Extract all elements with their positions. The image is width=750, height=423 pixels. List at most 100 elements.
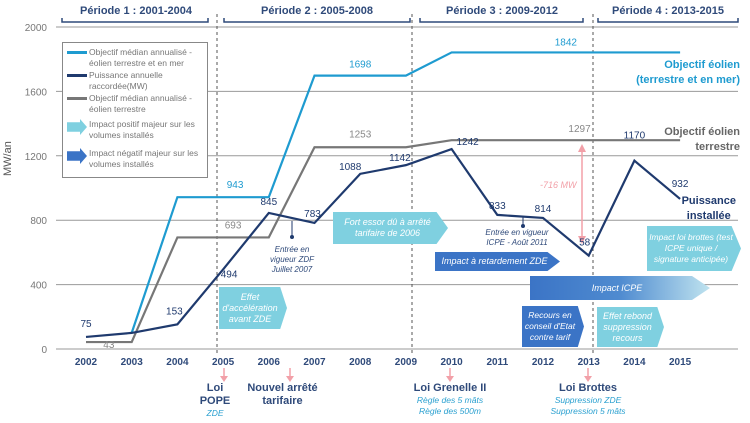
data-label: 1142 <box>389 153 411 164</box>
y-tick-label: 0 <box>41 345 47 356</box>
y-tick-label: 2000 <box>25 23 48 34</box>
legend-label: Puissance annuelle raccordée(MW) <box>89 70 163 91</box>
x-tick-label: 2013 <box>578 357 601 368</box>
end-label-line: installée <box>686 210 731 222</box>
callout-retardement: Impact à retardement ZDE <box>435 252 560 271</box>
event-arrowhead <box>286 376 294 382</box>
callout-rebond: Effet rebond suppression recours <box>597 307 664 347</box>
end-label-line: (terrestre et en mer) <box>636 74 740 86</box>
x-tick-label: 2004 <box>166 357 189 368</box>
event-loi-brottes: Loi Brottes Suppression ZDE Suppression 5 … <box>543 382 633 417</box>
note-dot <box>521 224 525 228</box>
event-title: Loi POPE <box>199 382 231 407</box>
data-label: 58 <box>579 238 591 249</box>
legend-label: Objectif médian annualisé - éolien terre… <box>89 47 193 68</box>
event-grenelle: Loi Grenelle II Règle des 5 mâts Règle des… <box>405 382 495 417</box>
period-1-label: Période 1 : 2001-2004 <box>80 5 192 17</box>
series-line <box>86 139 681 344</box>
legend-item-negative-impact: Impact négatif majeur sur les volumes in… <box>67 148 207 169</box>
data-label: 1088 <box>339 162 362 173</box>
data-label: 693 <box>225 220 242 231</box>
event-detail: Règle des 500m <box>419 406 481 416</box>
arrow-icon <box>67 148 87 164</box>
event-title: Nouvel arrêté tarifaire <box>247 382 318 407</box>
data-label: 783 <box>304 209 321 220</box>
data-label: 1297 <box>568 124 591 135</box>
period-bracket <box>419 18 584 23</box>
data-label: 75 <box>80 319 92 330</box>
data-label: 833 <box>489 201 506 212</box>
event-detail: ZDE <box>206 408 224 418</box>
data-label: 1242 <box>456 137 479 148</box>
end-label-line: terrestre <box>695 141 740 153</box>
legend-item-total-objective: Objectif médian annualisé - éolien terre… <box>67 47 207 68</box>
period-bracket <box>61 18 209 23</box>
end-label-installed: Puissance installée <box>682 194 736 224</box>
end-label-line: Objectif éolien <box>664 59 740 71</box>
end-label-line: Puissance <box>681 195 736 207</box>
period-bracket <box>223 18 411 23</box>
legend: Objectif médian annualisé - éolien terre… <box>62 42 208 178</box>
end-label-onshore-objective: Objectif éolien terrestre <box>664 125 740 155</box>
note-icpe: Entrée en vigueur ICPE - Août 2011 <box>485 228 549 247</box>
period-2-label: Période 2 : 2005-2008 <box>261 5 373 17</box>
data-label: 1253 <box>349 129 372 140</box>
x-tick-label: 2006 <box>258 357 281 368</box>
callout-essor: Fort essor dû à arrêté tarifaire de 2006 <box>333 212 448 244</box>
data-label: 43 <box>103 340 115 351</box>
event-arrowhead <box>584 376 592 382</box>
legend-label: Impact négatif majeur sur les volumes in… <box>89 148 199 169</box>
arrow-icon <box>67 119 87 135</box>
data-label: 814 <box>535 204 552 215</box>
period-bracket <box>597 18 739 23</box>
legend-swatch <box>67 97 87 100</box>
callout-icpe: Impact ICPE <box>530 276 710 300</box>
end-label-total-objective: Objectif éolien (terrestre et en mer) <box>636 58 740 88</box>
event-arrowhead <box>446 376 454 382</box>
callout-recours: Recours en conseil d'Etat contre tarif <box>522 306 584 347</box>
legend-label: Impact positif majeur sur les volumes in… <box>89 119 195 140</box>
data-label: 1842 <box>555 37 578 48</box>
data-label: 1170 <box>624 131 646 142</box>
y-axis-label: MW/an <box>2 141 14 176</box>
data-label: 494 <box>221 269 238 280</box>
x-tick-label: 2002 <box>75 357 98 368</box>
x-tick-label: 2005 <box>212 357 235 368</box>
x-tick-label: 2003 <box>121 357 144 368</box>
x-tick-label: 2015 <box>669 357 692 368</box>
y-tick-label: 1200 <box>25 152 48 163</box>
callout-brottes: Impact loi brottes (test ICPE unique / s… <box>647 226 741 271</box>
data-label: 1698 <box>349 60 372 71</box>
y-tick-label: 800 <box>30 216 47 227</box>
note-dot <box>290 235 294 239</box>
x-tick-label: 2011 <box>486 357 508 368</box>
event-detail: Suppression ZDE <box>554 395 622 405</box>
legend-item-onshore-objective: Objectif médian annualisé - éolien terre… <box>67 93 207 114</box>
event-loi-pope: Loi POPE ZDE <box>190 382 240 419</box>
legend-swatch <box>67 74 87 77</box>
x-tick-label: 2009 <box>395 357 418 368</box>
series-line <box>85 147 681 339</box>
legend-swatch <box>67 51 87 54</box>
event-arrete-tarifaire: Nouvel arrêté tarifaire <box>245 382 320 408</box>
data-label: 845 <box>260 197 277 208</box>
end-label-line: Objectif éolien <box>664 126 740 138</box>
gap-annotation: -716 MW <box>540 180 577 190</box>
note-zdf: Entrée en vigueur ZDF Juillet 2007 <box>269 245 314 274</box>
y-tick-label: 1600 <box>25 87 48 98</box>
data-label: 153 <box>166 306 183 317</box>
event-detail: Suppression 5 mâts <box>550 406 626 416</box>
y-tick-label: 400 <box>30 281 47 292</box>
data-label: 932 <box>672 179 689 190</box>
x-tick-label: 2014 <box>623 357 646 368</box>
x-tick-label: 2007 <box>303 357 326 368</box>
data-label: 943 <box>227 180 244 191</box>
period-4-label: Période 4 : 2013-2015 <box>612 5 724 17</box>
legend-item-installed: Puissance annuelle raccordée(MW) <box>67 70 207 91</box>
event-title: Loi Grenelle II <box>413 382 487 394</box>
event-detail: Règle des 5 mâts <box>416 395 484 405</box>
x-tick-label: 2008 <box>349 357 372 368</box>
x-tick-label: 2012 <box>532 357 555 368</box>
